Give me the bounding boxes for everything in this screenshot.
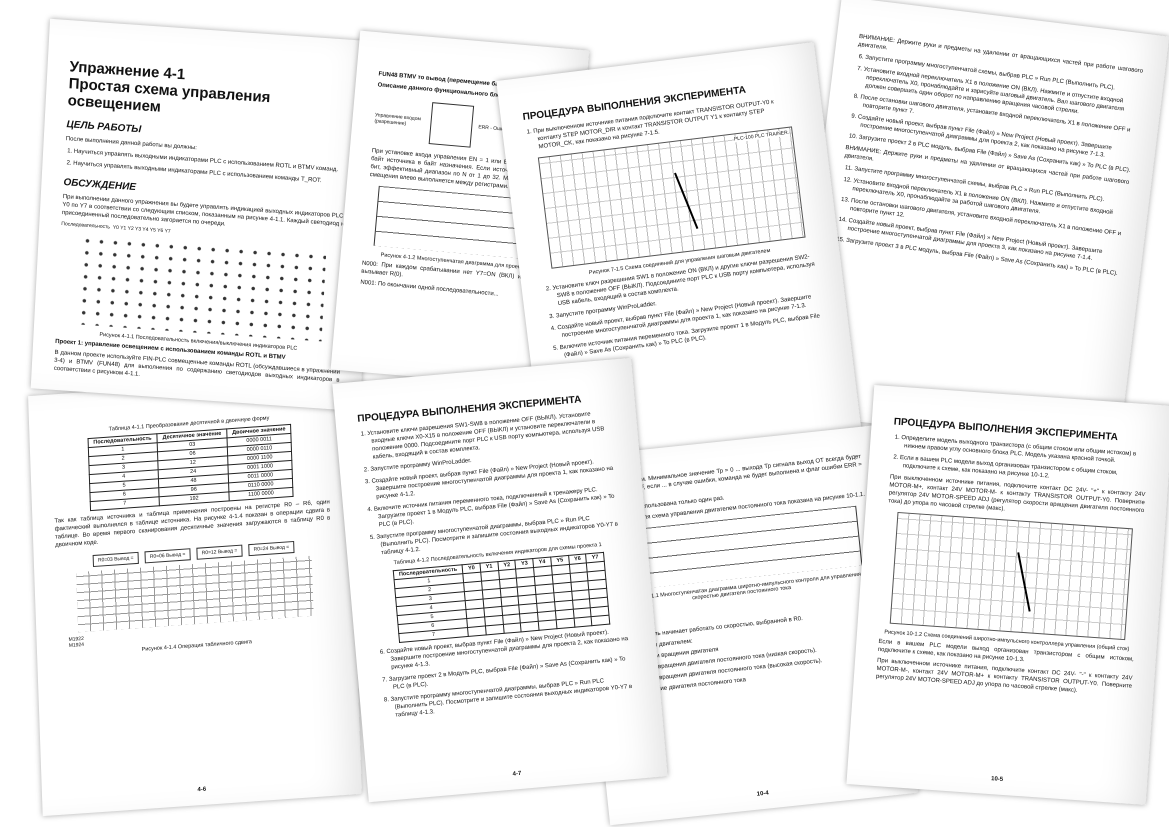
- wire: [1016, 552, 1031, 612]
- page-number: 4-6: [197, 786, 207, 794]
- shift-table-graphic: [76, 555, 314, 633]
- board-label: PLC-100 PLC TRAINER: [733, 129, 789, 143]
- page-4-6: Таблица 4-1.1 Преобразование десятичной …: [28, 373, 362, 817]
- sequence-table: Последовательность Y0 Y1 Y2 Y3 Y4 Y5 Y6 Y7 1 2 3…: [393, 552, 611, 643]
- sequence-dot-grid: [76, 234, 327, 342]
- register-box: R0=12 Вывод =: [196, 544, 243, 560]
- fig-label: Последовательность: [61, 221, 111, 231]
- block-input-label: Управление входом (разрешение): [374, 112, 422, 127]
- page-10-5: ПРОЦЕДУРА ВЫПОЛНЕНИЯ ЭКСПЕРИМЕНТА 1. Опр…: [846, 385, 1169, 805]
- wire: [673, 172, 699, 229]
- page-4-7: ПРОЦЕДУРА ВЫПОЛНЕНИЯ ЭКСПЕРИМЕНТА 1. Уст…: [332, 357, 668, 803]
- page-exercise-4-1: Упражнение 4-1 Простая схема управления …: [30, 18, 380, 412]
- plc-trainer-board: [889, 511, 1133, 641]
- function-block: [428, 102, 475, 148]
- register-box: R0=03 Вывод =: [92, 551, 139, 568]
- conversion-table: Последовательность Десятичное значение Дво…: [87, 424, 294, 511]
- register-box: R0=24 Вывод =: [248, 540, 295, 557]
- register-box: R0=06 Вывод =: [144, 548, 191, 564]
- fig-columns: Y0 Y1 Y2 Y3 Y4 Y5 Y6 Y7: [112, 224, 171, 235]
- plc-trainer-board: PLC-100 PLC TRAINER: [537, 126, 806, 269]
